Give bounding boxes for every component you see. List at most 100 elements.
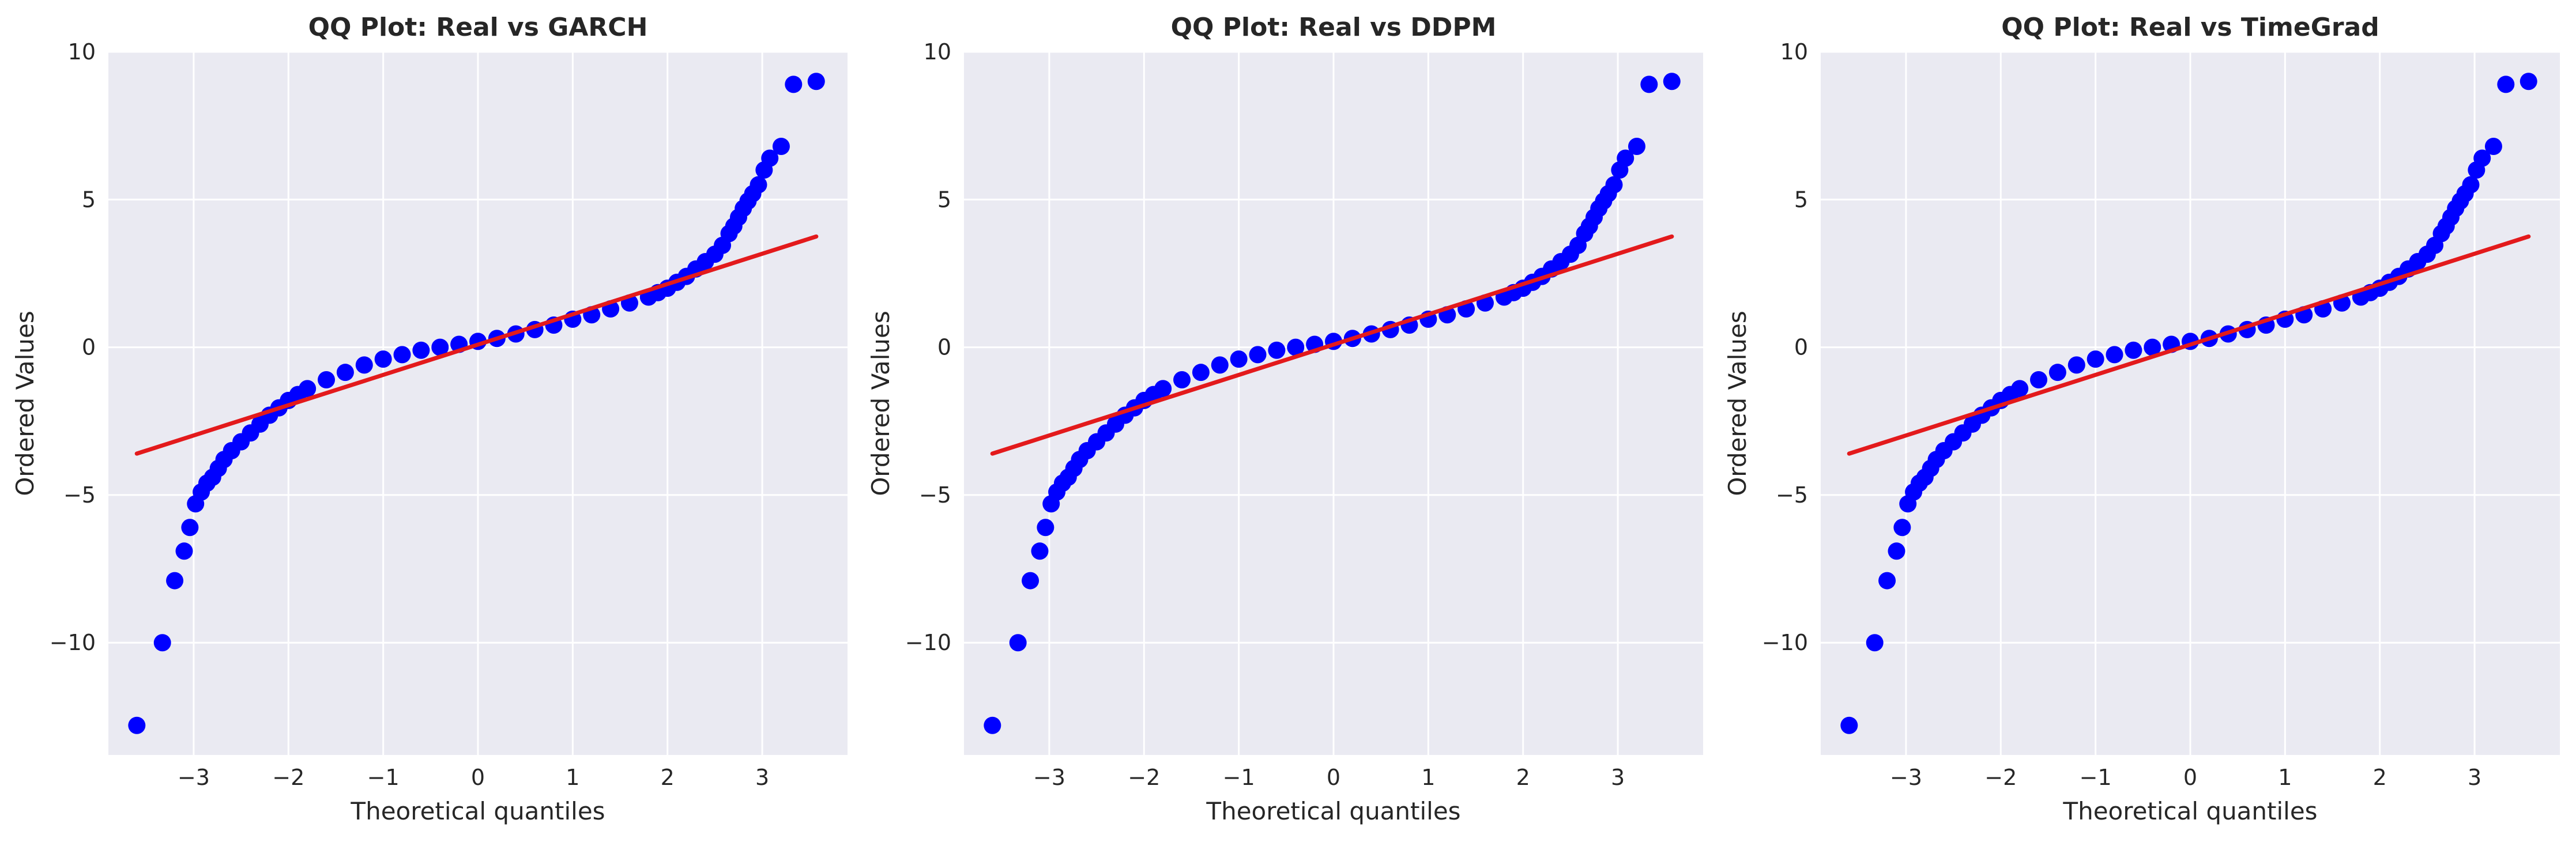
x-tick-label: 1 (566, 765, 579, 790)
data-point (175, 542, 193, 560)
data-point (772, 138, 790, 156)
data-point (1628, 138, 1645, 156)
x-axis-label: Theoretical quantiles (1206, 797, 1460, 825)
x-axis-label: Theoretical quantiles (2062, 797, 2317, 825)
data-point (1888, 542, 1905, 560)
data-point (2106, 346, 2123, 364)
data-point (1640, 75, 1658, 93)
y-tick-label: 10 (924, 39, 951, 65)
data-point (807, 73, 825, 90)
x-tick-label: −1 (1223, 765, 1255, 790)
fit-line-overlay (134, 234, 819, 456)
x-tick-label: −1 (2080, 765, 2112, 790)
x-tick-label: −2 (1128, 765, 1160, 790)
data-point (785, 75, 803, 93)
y-axis-label: Ordered Values (867, 311, 895, 496)
y-axis-label: Ordered Values (1723, 311, 1752, 496)
data-point (1211, 356, 1229, 374)
fit-line-overlay (990, 234, 1674, 456)
data-point (2030, 371, 2048, 388)
data-point (2462, 176, 2480, 194)
data-point (153, 634, 171, 652)
y-tick-label: 5 (1794, 187, 1808, 212)
chart-title: QQ Plot: Real vs DDPM (1171, 13, 1497, 42)
data-point (166, 572, 184, 590)
data-point (2125, 341, 2142, 359)
x-tick-label: 3 (1611, 765, 1625, 790)
data-point (393, 346, 411, 364)
y-tick-label: 0 (82, 335, 96, 360)
x-tick-label: −3 (1890, 765, 1922, 790)
data-point (2048, 364, 2066, 382)
data-point (2473, 149, 2491, 167)
data-point (2067, 356, 2085, 374)
data-point (2144, 338, 2161, 356)
x-tick-label: 0 (1327, 765, 1340, 790)
data-point (299, 380, 317, 398)
data-point (761, 149, 779, 167)
y-tick-label: −10 (50, 630, 96, 655)
x-tick-label: 2 (661, 765, 675, 790)
data-point (750, 176, 767, 194)
x-tick-label: 3 (755, 765, 769, 790)
chart-title: QQ Plot: Real vs GARCH (308, 13, 648, 42)
data-point (2519, 73, 2537, 90)
y-tick-label: −5 (919, 482, 951, 508)
data-point (431, 338, 449, 356)
y-tick-label: 5 (937, 187, 951, 212)
data-point (336, 364, 354, 382)
data-point (984, 716, 1001, 734)
data-point (1663, 73, 1681, 90)
y-tick-label: −5 (63, 482, 96, 508)
y-tick-label: 10 (68, 39, 96, 65)
x-tick-label: 2 (2373, 765, 2387, 790)
data-point (1617, 149, 1635, 167)
data-point (1009, 634, 1027, 652)
x-tick-label: 0 (471, 765, 485, 790)
y-tick-label: −10 (905, 630, 951, 655)
x-axis-label: Theoretical quantiles (350, 797, 605, 825)
data-point (1037, 519, 1054, 537)
data-point (1192, 364, 1210, 382)
y-tick-label: 0 (1794, 335, 1808, 360)
data-point (318, 371, 336, 388)
data-point (1840, 716, 1858, 734)
data-point (128, 716, 146, 734)
x-tick-label: 2 (1516, 765, 1530, 790)
y-tick-label: 0 (937, 335, 951, 360)
data-point (2484, 138, 2502, 156)
data-point (1605, 176, 1623, 194)
x-tick-label: −2 (1984, 765, 2017, 790)
x-tick-label: −3 (1033, 765, 1065, 790)
chart-title: QQ Plot: Real vs TimeGrad (2001, 13, 2379, 42)
data-point (1249, 346, 1267, 364)
x-tick-label: 3 (2468, 765, 2481, 790)
data-point (2497, 75, 2515, 93)
y-tick-label: −10 (1762, 630, 1808, 655)
x-tick-label: 1 (1421, 765, 1435, 790)
x-tick-label: 0 (2183, 765, 2197, 790)
data-point (412, 341, 430, 359)
data-point (1268, 341, 1286, 359)
fit-line-overlay (1847, 234, 2531, 456)
y-axis-label: Ordered Values (11, 311, 39, 496)
data-point (1173, 371, 1191, 388)
data-point (1031, 542, 1049, 560)
x-tick-label: 1 (2278, 765, 2292, 790)
data-point (1893, 519, 1911, 537)
data-point (1230, 350, 1248, 368)
data-point (1022, 572, 1040, 590)
x-tick-label: −3 (178, 765, 210, 790)
data-point (1866, 634, 1884, 652)
data-point (1287, 338, 1305, 356)
data-point (181, 519, 199, 537)
x-tick-label: −1 (367, 765, 400, 790)
data-point (1154, 380, 1172, 398)
y-tick-label: 5 (82, 187, 96, 212)
data-point (355, 356, 373, 374)
data-point (374, 350, 392, 368)
